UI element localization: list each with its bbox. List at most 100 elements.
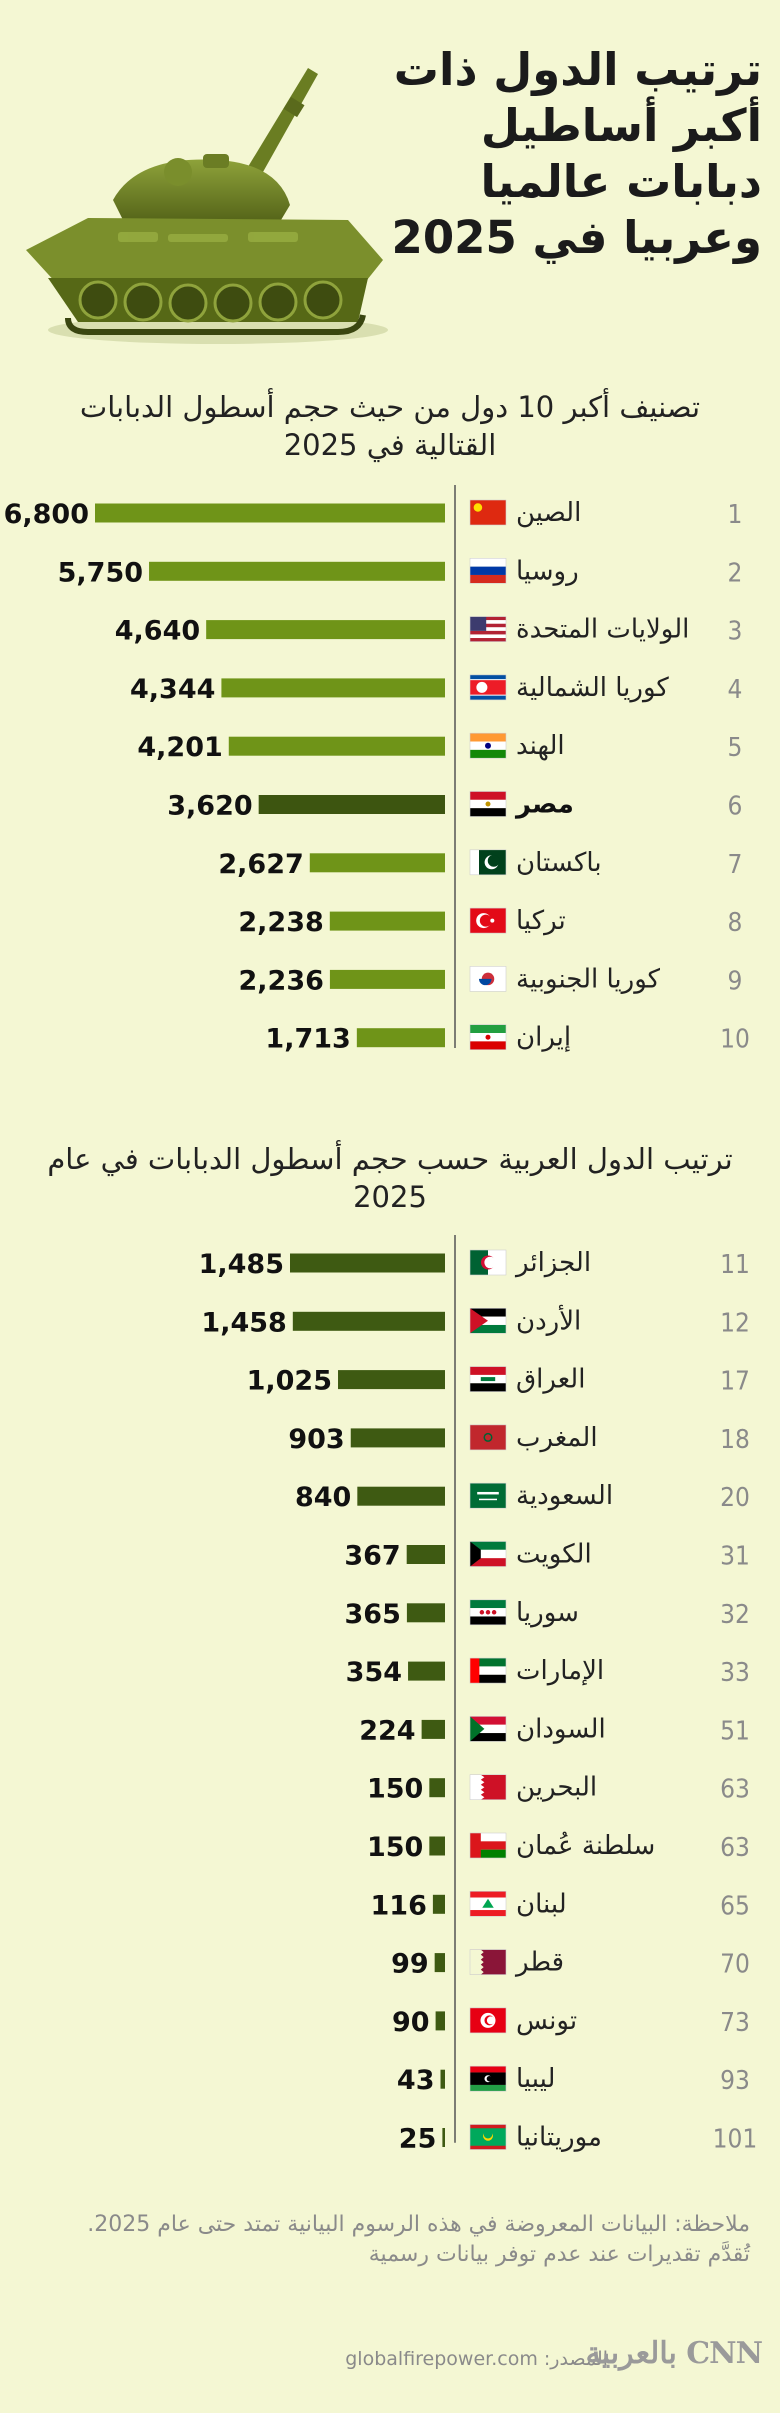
flag-sy-icon [469,1599,507,1626]
country-label: السعودية [516,1481,613,1511]
bar [406,1545,445,1564]
rank-label: 12 [720,1308,750,1338]
chart-row: 3,620 مصر 6 [167,790,742,822]
source: المصدر: globalfirepower.com [345,2348,608,2370]
chart-row: 116 لبنان 65 [371,1889,750,1921]
country-label: قطر [514,1948,564,1978]
flag-ma-icon [469,1424,507,1451]
flag-us-icon [469,616,507,642]
country-label: كوريا الجنوبية [516,964,661,994]
flag-iq-icon [469,1366,507,1392]
chart-row: 99 قطر 70 [391,1948,750,1980]
chart-row: 2,236 كوريا الجنوبية 9 [239,964,743,996]
bar [429,1778,445,1798]
rank-label: 10 [720,1025,750,1055]
rank-label: 101 [713,2125,758,2155]
rank-label: 2 [728,558,743,588]
value-label: 367 [344,1541,400,1572]
bar [206,620,445,640]
country-label: مصر [514,790,574,820]
rank-label: 31 [720,1542,750,1572]
flag-bh-icon [469,1774,507,1801]
bar [440,2069,445,2089]
country-label: كوريا الشمالية [516,673,669,703]
value-label: 903 [288,1424,344,1455]
flag-sd-icon [469,1716,507,1742]
rank-label: 63 [720,1833,750,1863]
country-label: سلطنة عُمان [516,1831,655,1861]
rank-label: 73 [720,2008,750,2038]
country-label: المغرب [516,1423,598,1453]
chart-row: 1,025 العراق 17 [247,1365,750,1397]
bar [292,1311,445,1331]
chart-row: 903 المغرب 18 [288,1423,750,1455]
rank-label: 11 [720,1250,750,1280]
bar [421,1719,445,1739]
page-title: ترتيب الدول ذات أكبر أساطيل دبابات عالمي… [391,43,762,264]
value-label: 354 [346,1657,402,1688]
rank-label: 33 [720,1658,750,1688]
flag-ru-icon [469,558,507,584]
chart-row: 840 السعودية 20 [295,1481,750,1513]
country-label: الولايات المتحدة [516,615,689,645]
rank-label: 3 [728,617,743,647]
value-label: 1,025 [247,1366,332,1397]
rank-label: 32 [720,1600,750,1630]
bar [429,1836,445,1856]
value-label: 365 [345,1599,401,1630]
country-label: موريتانيا [516,2123,602,2153]
value-label: 2,627 [218,849,303,880]
chart-row: 150 البحرين 63 [367,1773,750,1805]
bar [309,853,445,873]
flag-lb-icon [469,1890,507,1917]
bar [258,795,445,814]
country-label: إيران [516,1023,571,1053]
chart-top-10: 6,800 الصين 1 5,750 روسيا 2 4,640 الولايات المت… [4,485,750,1055]
value-label: 4,640 [115,616,200,647]
chart-row: 367 الكويت 31 [344,1540,750,1572]
country-label: الصين [516,498,581,528]
flag-in-icon [469,732,507,759]
flag-mr-icon [469,2124,507,2150]
country-label: الكويت [516,1540,592,1570]
chart-row: 365 سوريا 32 [345,1598,750,1630]
country-label: العراق [516,1365,585,1395]
source-value: globalfirepower.com [345,2348,538,2370]
bar [435,2011,445,2031]
bar [442,2128,445,2147]
chart-arab-countries: 1,485 الجزائر 11 1,458 الأردن 12 1,025 العراق 17… [199,1235,758,2155]
flag-tr-icon [469,907,507,934]
note-line-2: تُقدَّم تقديرات عند عدم توفر بيانات رسمي… [368,2242,750,2267]
value-label: 90 [392,2007,430,2038]
chart-row: 1,458 الأردن 12 [201,1303,749,1338]
country-label: الهند [516,731,565,761]
country-label: الجزائر [514,1248,591,1278]
tank-illustration-icon [26,68,388,344]
chart-row: 43 ليبيا 93 [397,2064,750,2096]
bar [329,911,445,931]
chart-row: 4,201 الهند 5 [137,731,742,763]
bar [357,1486,445,1506]
rank-label: 5 [728,733,743,763]
rank-label: 17 [720,1367,750,1397]
value-label: 1,485 [199,1249,284,1280]
chart-row: 2,627 باكستان 7 [218,848,742,880]
country-label: تركيا [516,906,566,936]
country-label: سوريا [516,1598,579,1628]
chart-row: 224 السودان 51 [359,1714,750,1746]
bar [149,561,445,581]
chart-top-title: تصنيف أكبر 10 دول من حيث حجم أسطول الدبا… [79,390,701,462]
chart-row: 4,640 الولايات المتحدة 3 [115,615,743,647]
value-label: 150 [367,1832,423,1863]
country-label: لبنان [516,1889,567,1919]
rank-label: 9 [728,966,743,996]
chart-row: 354 الإمارات 33 [346,1656,750,1688]
flag-sa-icon [469,1482,507,1509]
flag-dz-icon [469,1249,507,1276]
flag-om-icon [469,1832,507,1859]
rank-label: 18 [720,1425,750,1455]
rank-label: 70 [720,1950,750,1980]
rank-label: 8 [728,908,743,938]
rank-label: 51 [720,1716,750,1746]
value-label: 1,713 [265,1024,350,1055]
